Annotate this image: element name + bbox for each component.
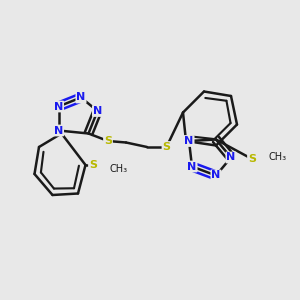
Text: N: N bbox=[54, 101, 63, 112]
Text: S: S bbox=[248, 154, 256, 164]
Text: N: N bbox=[93, 106, 102, 116]
Text: S: S bbox=[89, 160, 97, 170]
Text: CH₃: CH₃ bbox=[268, 152, 286, 162]
Text: N: N bbox=[76, 92, 85, 103]
Text: N: N bbox=[212, 170, 220, 181]
Text: N: N bbox=[226, 152, 236, 163]
Text: S: S bbox=[104, 136, 112, 146]
Text: S: S bbox=[163, 142, 170, 152]
Text: N: N bbox=[54, 125, 63, 136]
Text: CH₃: CH₃ bbox=[110, 164, 128, 174]
Text: N: N bbox=[184, 136, 194, 146]
Text: N: N bbox=[188, 161, 196, 172]
